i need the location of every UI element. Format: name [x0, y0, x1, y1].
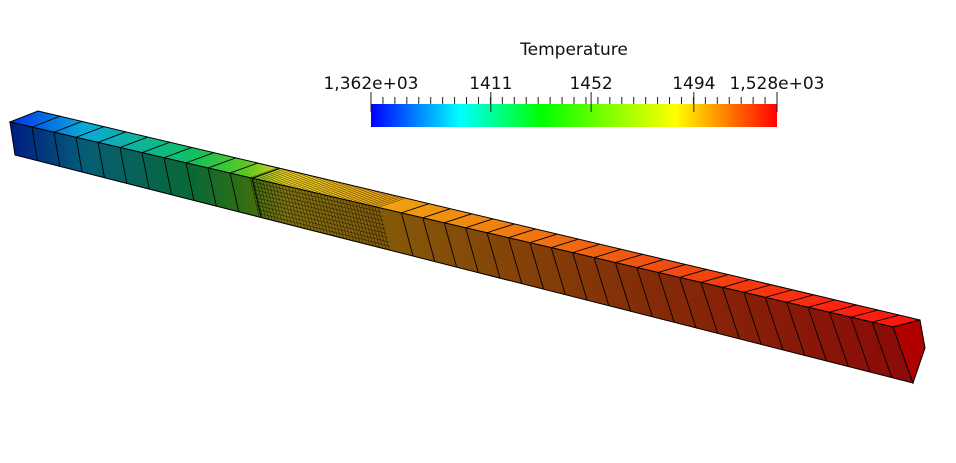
mesh-line [368, 195, 397, 248]
mesh-line [339, 188, 368, 241]
mesh-line [284, 175, 313, 227]
mesh-line [828, 304, 857, 367]
mesh-line [422, 208, 451, 262]
colorbar-tick-label: 1,362e+03 [323, 74, 418, 94]
mesh-line [361, 194, 390, 246]
mesh-line [400, 203, 430, 257]
mesh-line [251, 185, 383, 217]
mesh-line [53, 120, 83, 167]
mesh-line [807, 299, 836, 362]
mesh-line [323, 185, 352, 237]
mesh-line [786, 294, 814, 356]
mesh-line [258, 212, 391, 247]
mesh-line [529, 233, 558, 290]
mesh-line [364, 194, 393, 247]
beam [8, 110, 926, 385]
mesh-line [614, 253, 643, 312]
mesh-line [329, 186, 358, 238]
mesh-line [75, 126, 105, 173]
mesh-line [657, 263, 686, 323]
mesh-line [254, 197, 386, 230]
mesh-line [252, 168, 281, 218]
mesh-line [348, 191, 377, 243]
beam-shade [10, 122, 913, 383]
mesh-line [272, 172, 301, 223]
mesh-line [141, 141, 171, 190]
mesh-line [262, 170, 291, 221]
mesh-line [259, 169, 288, 220]
mesh-line [679, 269, 707, 329]
mesh-line [119, 136, 149, 184]
mesh-line [249, 167, 278, 218]
colorbar-tick-label: 1,528e+03 [729, 74, 824, 94]
mesh-line [371, 196, 400, 249]
colorbar-tick-label: 1411 [469, 74, 512, 94]
mesh-line [743, 284, 772, 345]
mesh-line [871, 314, 900, 378]
mesh-line [700, 274, 729, 334]
mesh-line [97, 131, 127, 178]
mesh-line [310, 182, 339, 233]
mesh-line [163, 147, 192, 195]
mesh-line [281, 175, 310, 226]
mesh-line [850, 309, 878, 373]
mesh-line [256, 205, 388, 238]
mesh-line [297, 179, 326, 230]
mesh-line [268, 172, 297, 222]
mesh-line [253, 193, 385, 226]
mesh-line [252, 189, 384, 221]
mesh-line [291, 177, 320, 228]
beam-end [892, 319, 926, 385]
mesh-line [443, 213, 472, 268]
mesh-line [207, 157, 236, 207]
mesh-line [251, 167, 280, 218]
mesh-line [636, 258, 665, 317]
mesh-line [278, 174, 307, 225]
mesh-line [352, 191, 381, 244]
mesh-line [313, 182, 342, 234]
mesh-line [257, 208, 390, 243]
mesh-line [355, 192, 384, 245]
mesh-line [256, 169, 285, 219]
mesh-line [550, 238, 579, 295]
mesh-line [332, 187, 361, 239]
mesh-line [255, 201, 387, 234]
mesh-line [316, 183, 345, 235]
mesh-line [326, 185, 355, 237]
mesh-line [721, 279, 750, 340]
mesh-line [342, 189, 371, 241]
mesh-line [486, 223, 515, 279]
mesh-line [229, 162, 258, 212]
mesh-line [275, 173, 304, 224]
mesh-line [465, 218, 494, 273]
colorbar [371, 104, 777, 127]
colorbar-title: Temperature [519, 40, 628, 60]
mesh-line [250, 181, 382, 213]
mesh-line [320, 184, 349, 236]
colorbar-tick-label: 1494 [672, 74, 715, 94]
mesh-line [265, 171, 294, 222]
mesh-line [507, 228, 536, 284]
mesh-line [336, 188, 365, 240]
beam-top [8, 110, 921, 328]
mesh-line [31, 115, 61, 161]
colorbar-tick-label: 1452 [569, 74, 612, 94]
mesh-line [185, 152, 214, 201]
mesh-line [307, 181, 336, 232]
mesh-line [374, 197, 403, 250]
mesh-line [572, 243, 601, 301]
mesh-line [593, 248, 622, 306]
mesh-line [288, 176, 317, 227]
mesh-line [304, 180, 333, 232]
mesh-line [300, 179, 329, 231]
mesh-line [358, 193, 387, 246]
mesh-line [294, 178, 323, 229]
mesh-line [764, 289, 793, 351]
mesh-line [345, 190, 374, 242]
mesh-line [377, 197, 406, 251]
